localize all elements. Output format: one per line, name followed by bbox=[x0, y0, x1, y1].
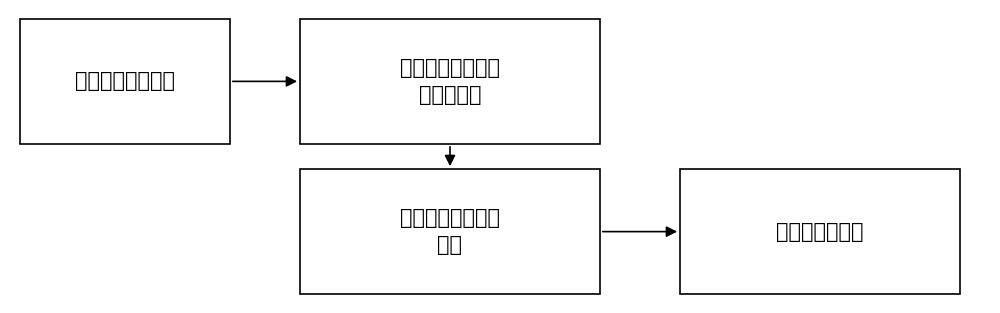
Text: 亮度信号当前电平
值确定模块: 亮度信号当前电平 值确定模块 bbox=[400, 58, 500, 105]
Text: 开关灯电平值确定
模块: 开关灯电平值确定 模块 bbox=[400, 208, 500, 255]
Bar bbox=[680, 169, 960, 294]
Bar bbox=[300, 19, 600, 144]
Text: 指示灯控制模块: 指示灯控制模块 bbox=[776, 222, 864, 242]
Bar bbox=[300, 169, 600, 294]
Bar bbox=[20, 19, 230, 144]
Text: 亮度信号获取模块: 亮度信号获取模块 bbox=[75, 71, 175, 91]
